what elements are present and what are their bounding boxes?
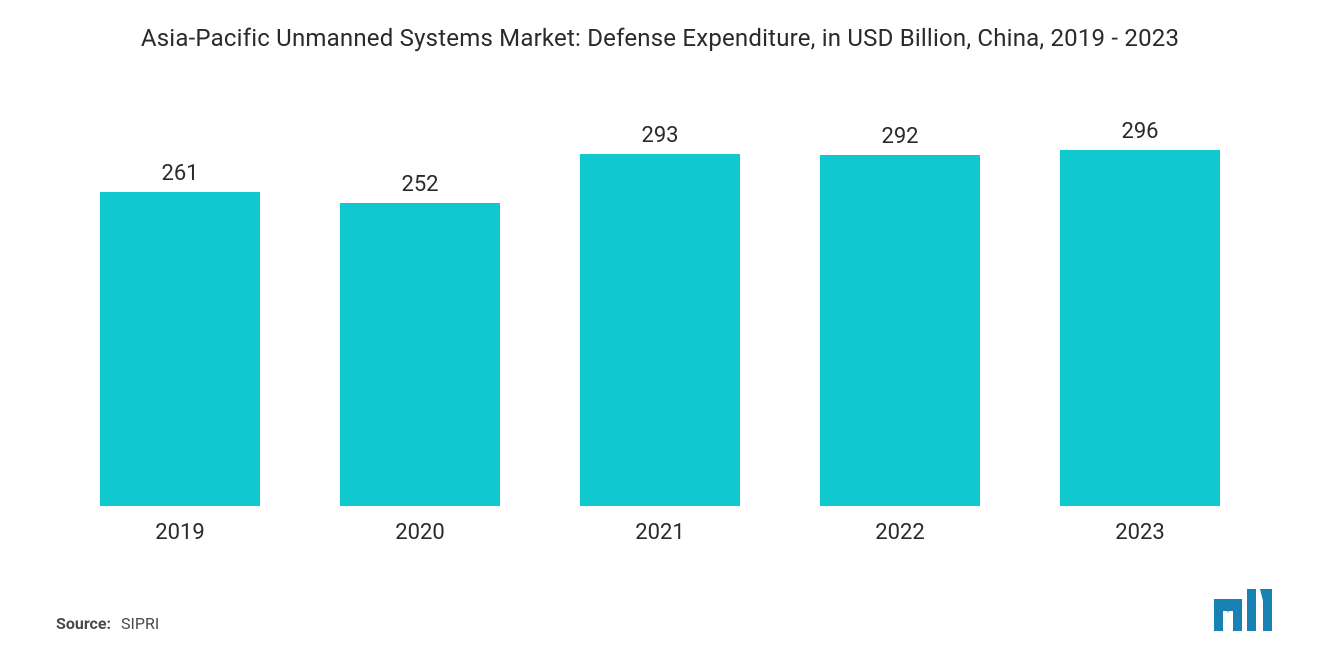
- x-axis-label: 2022: [820, 520, 980, 545]
- chart-plot-area: 261 252 293 292 296: [30, 106, 1290, 506]
- bar-value-label: 292: [881, 124, 918, 149]
- x-axis-labels: 2019 2020 2021 2022 2023: [30, 506, 1290, 545]
- source-label: Source:: [56, 614, 111, 633]
- bar-group: 293: [580, 123, 740, 506]
- source-attribution: Source: SIPRI: [56, 614, 159, 633]
- bar-group: 296: [1060, 119, 1220, 505]
- bar-value-label: 296: [1121, 119, 1158, 144]
- x-axis-label: 2020: [340, 520, 500, 545]
- x-axis-label: 2019: [100, 520, 260, 545]
- bar-value-label: 252: [401, 172, 438, 197]
- bar-group: 261: [100, 161, 260, 505]
- bar-group: 252: [340, 172, 500, 505]
- x-axis-label: 2021: [580, 520, 740, 545]
- bar-value-label: 293: [641, 123, 678, 148]
- chart-title: Asia-Pacific Unmanned Systems Market: De…: [30, 22, 1290, 56]
- x-axis-label: 2023: [1060, 520, 1220, 545]
- brand-logo-icon: [1214, 589, 1272, 635]
- bar-2023: [1060, 150, 1220, 505]
- source-value: SIPRI: [121, 614, 159, 633]
- chart-container: Asia-Pacific Unmanned Systems Market: De…: [0, 0, 1320, 665]
- chart-footer: Source: SIPRI: [56, 589, 1290, 633]
- bar-group: 292: [820, 124, 980, 505]
- bar-value-label: 261: [161, 161, 198, 186]
- bar-2022: [820, 155, 980, 505]
- bar-2021: [580, 154, 740, 506]
- bar-2020: [340, 203, 500, 505]
- bar-2019: [100, 192, 260, 505]
